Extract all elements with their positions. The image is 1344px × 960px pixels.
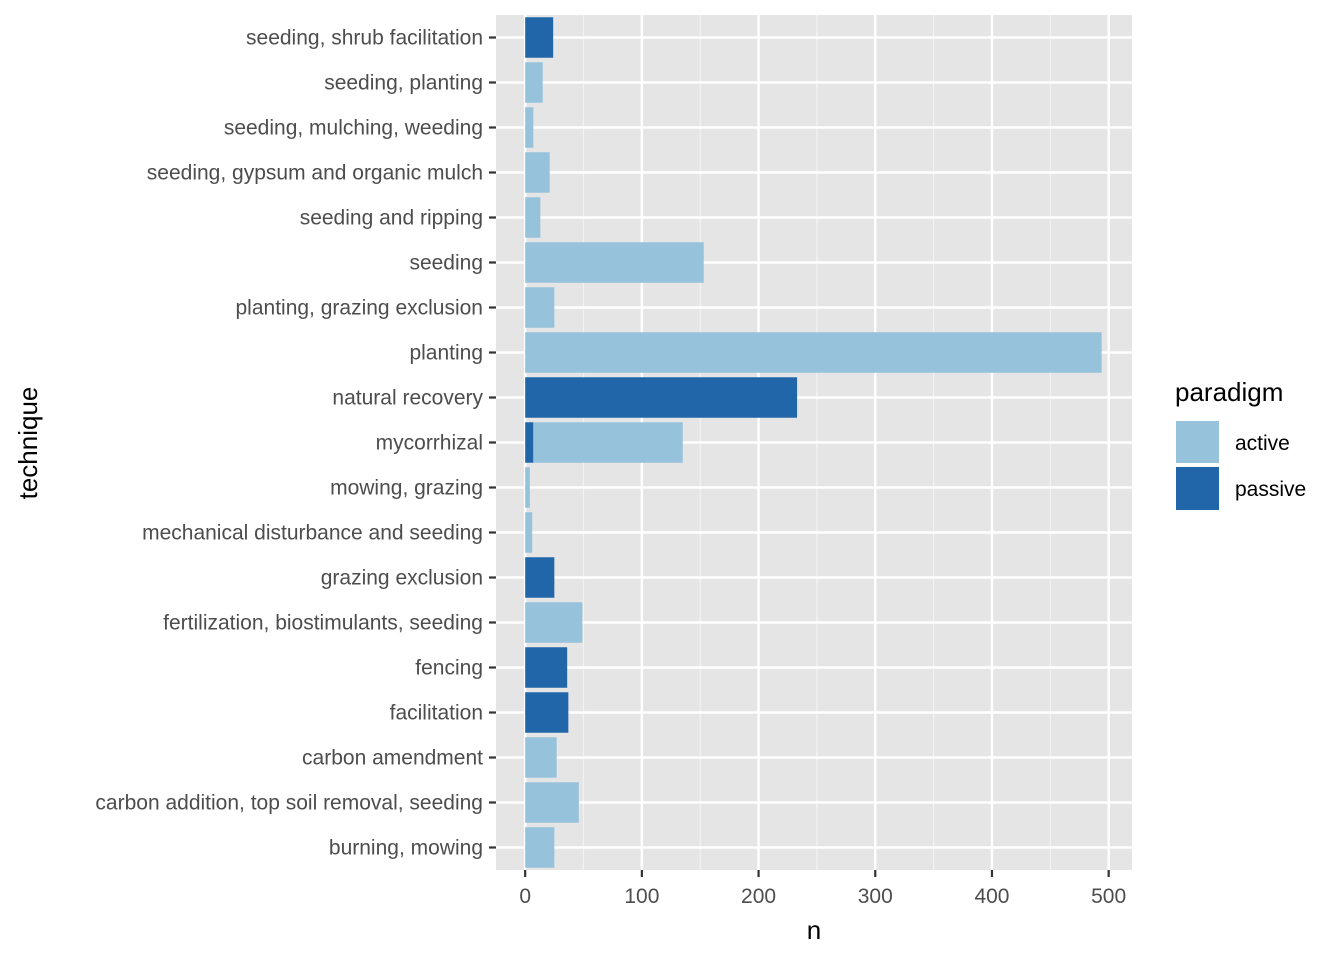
- bar-active: [525, 242, 704, 283]
- legend-label-passive: passive: [1235, 478, 1306, 501]
- x-axis: 0 100 200 300 400 500: [519, 870, 1126, 908]
- bars: [525, 17, 1102, 868]
- bar-active: [525, 512, 533, 553]
- bar-passive: [525, 692, 569, 733]
- grid-lines: [496, 15, 1132, 870]
- bar-active: [525, 467, 530, 508]
- y-tick-label: planting: [409, 342, 483, 365]
- bar-active: [525, 107, 534, 148]
- y-tick-label: seeding, shrub facilitation: [246, 27, 483, 50]
- x-tick-label: 200: [741, 885, 776, 908]
- x-tick-label: 300: [858, 885, 893, 908]
- y-tick-label: fencing: [415, 657, 483, 680]
- bar-passive: [525, 647, 568, 688]
- y-tick-label: seeding, planting: [324, 72, 483, 95]
- x-tick-label: 500: [1091, 885, 1126, 908]
- y-tick-label: seeding: [409, 252, 483, 275]
- bar-active: [525, 602, 583, 643]
- bar-active: [525, 62, 543, 103]
- bar-passive: [525, 377, 798, 418]
- y-tick-label: carbon amendment: [302, 747, 483, 770]
- x-tick-label: 400: [974, 885, 1009, 908]
- y-tick-label: burning, mowing: [329, 837, 483, 860]
- bar-active: [525, 287, 555, 328]
- y-tick-label: grazing exclusion: [321, 567, 483, 590]
- y-tick-label: mechanical disturbance and seeding: [142, 522, 483, 545]
- y-tick-label: facilitation: [390, 702, 483, 725]
- bar-passive: [525, 557, 555, 598]
- bar-passive: [525, 422, 534, 463]
- bar-active: [525, 827, 555, 868]
- y-tick-label: natural recovery: [332, 387, 483, 410]
- x-tick-label: 100: [624, 885, 659, 908]
- bar-active: [525, 737, 557, 778]
- y-tick-label: seeding and ripping: [300, 207, 483, 230]
- legend-label-active: active: [1235, 432, 1290, 455]
- legend: paradigm active passive: [1175, 377, 1306, 510]
- y-tick-label: mowing, grazing: [330, 477, 483, 500]
- bar-active: [533, 422, 683, 463]
- bar-active: [525, 152, 550, 193]
- x-tick-label: 0: [519, 885, 531, 908]
- bar-active: [525, 332, 1102, 373]
- y-tick-label: fertilization, biostimulants, seeding: [163, 612, 483, 635]
- y-tick-label: planting, grazing exclusion: [236, 297, 484, 320]
- legend-swatch-active: [1176, 421, 1219, 463]
- y-tick-label: seeding, gypsum and organic mulch: [147, 162, 483, 185]
- legend-swatch-passive: [1176, 467, 1219, 510]
- y-axis: burning, mowing carbon addition, top soil…: [95, 27, 496, 860]
- bar-passive: [525, 17, 554, 58]
- y-axis-title: technique: [13, 387, 43, 500]
- y-tick-label: seeding, mulching, weeding: [224, 117, 483, 140]
- x-axis-title: n: [807, 915, 821, 945]
- legend-title: paradigm: [1175, 377, 1283, 407]
- bar-active: [525, 782, 579, 823]
- y-tick-label: mycorrhizal: [376, 432, 483, 455]
- y-tick-label: carbon addition, top soil removal, seedi…: [95, 792, 483, 815]
- bar-active: [525, 197, 541, 238]
